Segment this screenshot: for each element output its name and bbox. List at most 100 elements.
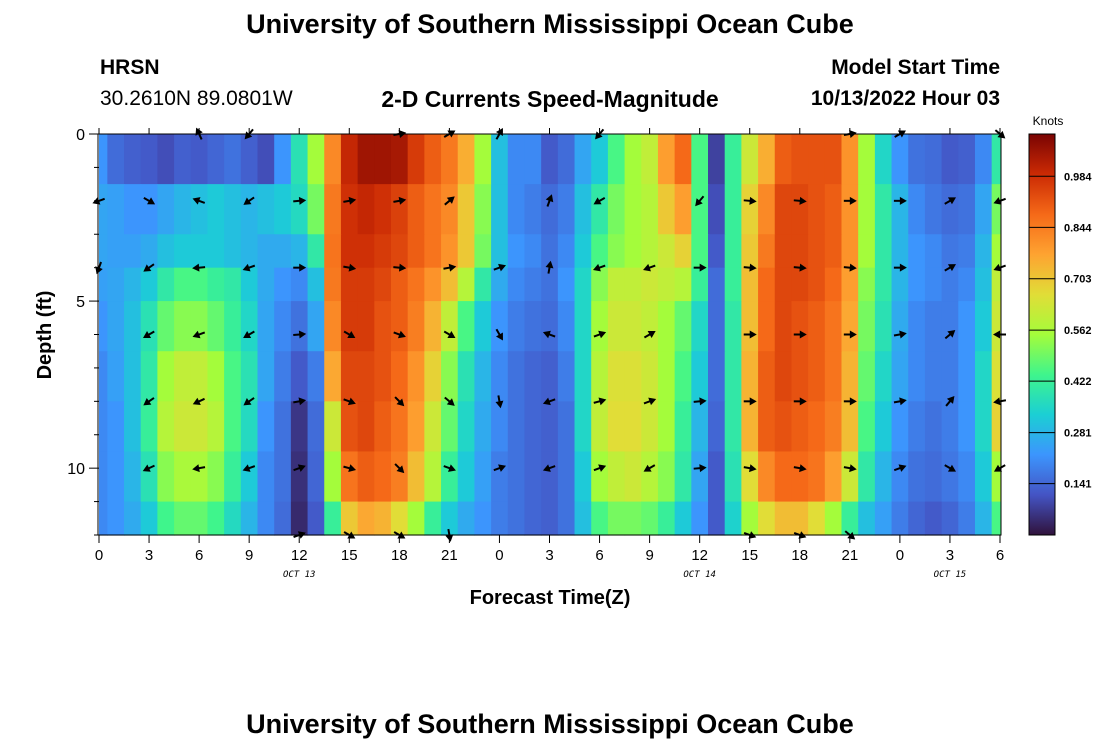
heatmap-cell bbox=[741, 184, 759, 235]
heatmap-cell bbox=[457, 451, 476, 503]
heatmap-cell bbox=[708, 351, 726, 402]
heatmap-cell bbox=[874, 401, 893, 453]
heatmap-cell bbox=[791, 267, 809, 302]
heatmap-cell bbox=[324, 301, 342, 352]
current-vector-arrow bbox=[143, 196, 156, 205]
heatmap-cell bbox=[174, 351, 192, 402]
heatmap-cell bbox=[991, 134, 1001, 185]
heatmap-cell bbox=[524, 451, 542, 503]
heatmap-cell bbox=[841, 351, 859, 402]
heatmap-cell bbox=[340, 451, 359, 503]
heatmap-cell bbox=[924, 234, 943, 269]
current-vector-arrow bbox=[393, 196, 407, 205]
heatmap-cell bbox=[591, 301, 609, 352]
heatmap-cell bbox=[374, 184, 392, 235]
heatmap-cell bbox=[841, 184, 859, 235]
current-vector-arrow bbox=[192, 197, 206, 205]
colorbar-tick-label: 0.422 bbox=[1064, 376, 1092, 388]
heatmap-cell bbox=[190, 267, 209, 302]
heatmap-cell bbox=[140, 301, 158, 352]
current-vector-arrow bbox=[793, 196, 807, 205]
current-vector-arrow bbox=[143, 263, 155, 272]
current-vector-arrow bbox=[493, 263, 507, 272]
current-vector-arrow bbox=[343, 397, 356, 406]
heatmap-cell bbox=[257, 351, 275, 402]
current-vector-arrow bbox=[293, 330, 307, 339]
heatmap-cell bbox=[991, 451, 1001, 503]
heatmap-cell bbox=[758, 184, 776, 235]
current-speed-chart: 0 3 6 9 12 15 18 21 0 3 6 9 12 15 18 21 0 3 6 0 5 10 Depth (f… bbox=[34, 114, 1092, 609]
heatmap-cell bbox=[340, 267, 359, 302]
current-vector-arrow bbox=[542, 330, 556, 339]
heatmap-cell bbox=[157, 351, 175, 402]
heatmap-cell bbox=[624, 301, 642, 352]
heatmap-cell bbox=[691, 184, 709, 235]
x-tick-label: 15 bbox=[741, 547, 758, 564]
heatmap-cell bbox=[741, 301, 759, 352]
heatmap-cell bbox=[507, 184, 526, 235]
heatmap-cell bbox=[891, 184, 909, 235]
station-name: HRSN bbox=[100, 56, 160, 79]
heatmap-cell bbox=[424, 234, 442, 269]
heatmap-cell bbox=[674, 134, 692, 185]
colorbar-tick-label: 0.703 bbox=[1064, 274, 1092, 286]
heatmap-cell bbox=[708, 501, 726, 536]
heatmap-cell bbox=[507, 501, 526, 536]
heatmap-cell bbox=[758, 134, 776, 185]
heatmap-cell bbox=[457, 184, 476, 235]
heatmap-cell bbox=[307, 401, 325, 453]
heatmap-cell bbox=[574, 184, 592, 235]
heatmap-cell bbox=[257, 501, 275, 536]
current-vector-arrow bbox=[643, 464, 656, 472]
heatmap-cell bbox=[758, 501, 776, 536]
heatmap-cell bbox=[874, 451, 893, 503]
heatmap-cell bbox=[541, 451, 559, 503]
current-vector-arrow bbox=[793, 330, 807, 339]
heatmap-cell bbox=[99, 401, 108, 453]
current-vector-arrow bbox=[393, 330, 406, 339]
heatmap-cell bbox=[357, 184, 375, 235]
heatmap-cell bbox=[974, 501, 993, 536]
heatmap-cell bbox=[674, 451, 692, 503]
heatmap-cell bbox=[140, 234, 158, 269]
heatmap-cell bbox=[791, 134, 809, 185]
heatmap-cell bbox=[891, 351, 909, 402]
heatmap-cell bbox=[724, 401, 742, 453]
heatmap-cell bbox=[390, 351, 409, 402]
x-tick-label: 12 bbox=[691, 547, 708, 564]
heatmap-cell bbox=[708, 134, 726, 185]
current-vector-arrow bbox=[843, 196, 857, 205]
heatmap-cell bbox=[474, 401, 492, 453]
heatmap-cell bbox=[374, 451, 392, 503]
heatmap-cell bbox=[691, 267, 709, 302]
heatmap-cell bbox=[240, 267, 259, 302]
colorbar-ticks: 0.984 0.844 0.703 0.562 0.422 0.281 0.141 bbox=[1029, 171, 1092, 491]
heatmap-cell bbox=[774, 301, 793, 352]
current-vector-arrow bbox=[893, 196, 907, 205]
heatmap-cell bbox=[507, 351, 526, 402]
heatmap-cell bbox=[958, 451, 976, 503]
heatmap-cell bbox=[324, 401, 342, 453]
heatmap-cell bbox=[390, 451, 409, 503]
heatmap-cell bbox=[174, 401, 192, 453]
heatmap-cell bbox=[374, 134, 392, 185]
heatmap-cell bbox=[157, 301, 175, 352]
date-label: OCT 13 bbox=[282, 570, 316, 580]
heatmap-cell bbox=[557, 267, 576, 302]
heatmap-cell bbox=[357, 234, 375, 269]
heatmap-cell bbox=[908, 401, 926, 453]
heatmap-cell bbox=[908, 267, 926, 302]
current-vector-arrow bbox=[192, 330, 206, 339]
heatmap-cell bbox=[207, 451, 225, 503]
heatmap-cell bbox=[808, 134, 826, 185]
heatmap-cell bbox=[474, 301, 492, 352]
heatmap-cell bbox=[207, 351, 225, 402]
heatmap-cell bbox=[841, 301, 859, 352]
heatmap-cell bbox=[791, 301, 809, 352]
heatmap-cell bbox=[474, 134, 492, 185]
heatmap-cell bbox=[124, 451, 142, 503]
heatmap-cell bbox=[974, 267, 993, 302]
heatmap-cell bbox=[874, 351, 893, 402]
heatmap-cell bbox=[274, 134, 292, 185]
current-vector-arrow bbox=[495, 328, 503, 341]
